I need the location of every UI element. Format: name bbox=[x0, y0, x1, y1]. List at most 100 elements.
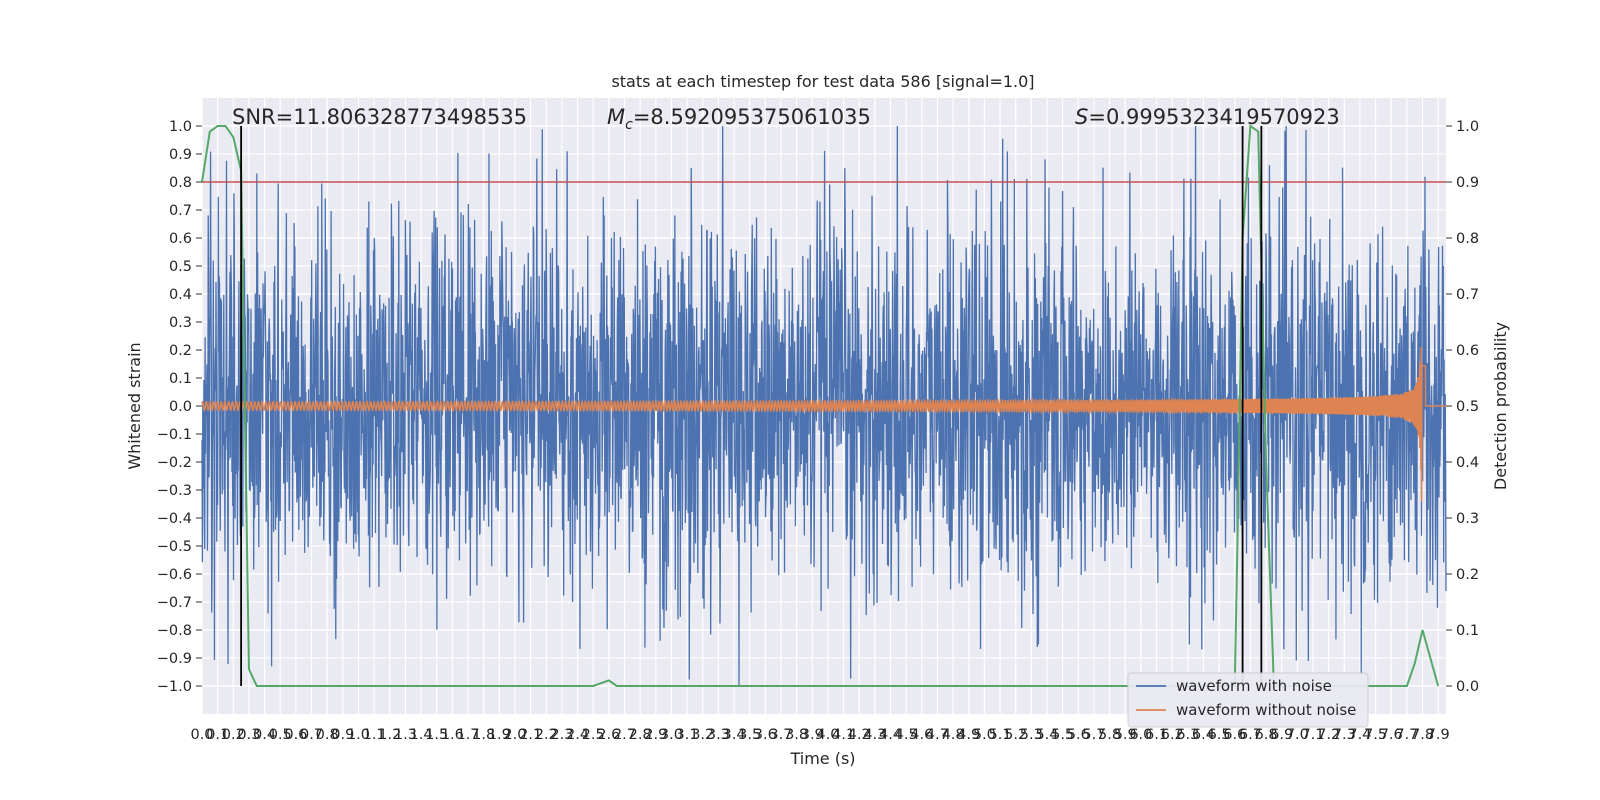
chart-title: stats at each timestep for test data 586… bbox=[611, 72, 1034, 91]
snr-annotation: SNR=11.806328773498535 bbox=[232, 105, 527, 129]
x-tick-label-35: 3.5 bbox=[738, 727, 761, 743]
x-tick-label-9: 0.9 bbox=[331, 727, 354, 743]
y-tick-label-16: 0.6 bbox=[169, 231, 192, 247]
y2-tick-label-7: 0.7 bbox=[1456, 287, 1479, 303]
y2-tick-label-2: 0.2 bbox=[1456, 567, 1479, 583]
x-tick-label-15: 1.5 bbox=[425, 727, 448, 743]
x-tick-label-10: 1.0 bbox=[347, 727, 370, 743]
x-tick-label-17: 1.7 bbox=[456, 727, 479, 743]
x-tick-label-23: 2.3 bbox=[550, 727, 573, 743]
x-tick-label-24: 2.4 bbox=[566, 727, 589, 743]
x-tick-label-25: 2.5 bbox=[582, 727, 605, 743]
score-annotation: S=0.9995323419570923 bbox=[1075, 105, 1340, 129]
x-tick-label-21: 2.1 bbox=[519, 727, 542, 743]
y-tick-label-5: −0.5 bbox=[157, 539, 192, 555]
x-tick-label-49: 4.9 bbox=[957, 727, 980, 743]
chirp-mass-annotation: Mc=8.592095375061035 bbox=[607, 105, 871, 133]
y-tick-label-12: 0.2 bbox=[169, 343, 192, 359]
x-tick-label-32: 3.2 bbox=[691, 727, 714, 743]
y2-tick-label-5: 0.5 bbox=[1456, 399, 1479, 415]
y-tick-label-19: 0.9 bbox=[169, 147, 192, 163]
y-tick-label-3: −0.7 bbox=[157, 595, 192, 611]
x-tick-label-59: 5.9 bbox=[1114, 727, 1137, 743]
y-tick-label-9: −0.1 bbox=[157, 427, 192, 443]
y2-tick-label-8: 0.8 bbox=[1456, 231, 1479, 247]
y-tick-label-14: 0.4 bbox=[169, 287, 192, 303]
y-tick-label-0: −1.0 bbox=[157, 679, 192, 695]
x-tick-label-12: 1.2 bbox=[378, 727, 401, 743]
x-tick-label-52: 5.2 bbox=[1004, 727, 1027, 743]
y-tick-label-17: 0.7 bbox=[169, 203, 192, 219]
y-axis-label: Whitened strain bbox=[125, 342, 144, 469]
x-tick-label-41: 4.1 bbox=[832, 727, 855, 743]
x-tick-label-62: 6.2 bbox=[1161, 727, 1184, 743]
x-tick-label-65: 6.5 bbox=[1208, 727, 1231, 743]
x-tick-label-27: 2.7 bbox=[613, 727, 636, 743]
x-tick-label-42: 4.2 bbox=[848, 727, 871, 743]
x-tick-label-5: 0.5 bbox=[269, 727, 292, 743]
x-tick-label-57: 5.7 bbox=[1082, 727, 1105, 743]
vertical-markers bbox=[240, 126, 1263, 686]
x-tick-label-53: 5.3 bbox=[1020, 727, 1043, 743]
y-tick-label-10: 0.0 bbox=[169, 399, 192, 415]
y-tick-label-7: −0.3 bbox=[157, 483, 192, 499]
x-tick-label-73: 7.3 bbox=[1333, 727, 1356, 743]
x-tick-label-19: 1.9 bbox=[488, 727, 511, 743]
y2-tick-label-0: 0.0 bbox=[1456, 679, 1479, 695]
x-tick-label-67: 6.7 bbox=[1239, 727, 1262, 743]
x-tick-label-56: 5.6 bbox=[1067, 727, 1090, 743]
legend-box bbox=[1127, 672, 1369, 728]
x-tick-label-16: 1.6 bbox=[441, 727, 464, 743]
y-tick-label-4: −0.6 bbox=[157, 567, 192, 583]
legend: waveform with noise waveform without noi… bbox=[1127, 672, 1369, 728]
x-tick-label-31: 3.1 bbox=[676, 727, 699, 743]
x-tick-label-37: 3.7 bbox=[769, 727, 792, 743]
x-tick-label-11: 1.1 bbox=[363, 727, 386, 743]
x-tick-label-61: 6.1 bbox=[1145, 727, 1168, 743]
x-tick-label-36: 3.6 bbox=[754, 727, 777, 743]
y2-tick-label-4: 0.4 bbox=[1456, 455, 1479, 471]
x-tick-label-26: 2.6 bbox=[597, 727, 620, 743]
score-value: =0.9995323419570923 bbox=[1088, 105, 1339, 129]
x-tick-label-18: 1.8 bbox=[472, 727, 495, 743]
y2-tick-label-6: 0.6 bbox=[1456, 343, 1479, 359]
x-tick-label-33: 3.3 bbox=[707, 727, 730, 743]
x-tick-label-39: 3.9 bbox=[801, 727, 824, 743]
x-tick-label-54: 5.4 bbox=[1035, 727, 1058, 743]
y2-axis-label: Detection probability bbox=[1491, 322, 1510, 490]
x-tick-label-6: 0.6 bbox=[284, 727, 307, 743]
x-tick-label-3: 0.3 bbox=[237, 727, 260, 743]
x-tick-label-4: 0.4 bbox=[253, 727, 276, 743]
x-tick-label-74: 7.4 bbox=[1348, 727, 1371, 743]
x-tick-label-70: 7.0 bbox=[1286, 727, 1309, 743]
x-tick-label-75: 7.5 bbox=[1364, 727, 1387, 743]
x-tick-label-72: 7.2 bbox=[1317, 727, 1340, 743]
x-tick-label-50: 5.0 bbox=[973, 727, 996, 743]
x-tick-label-14: 1.4 bbox=[410, 727, 433, 743]
x-tick-label-71: 7.1 bbox=[1301, 727, 1324, 743]
x-tick-label-66: 6.6 bbox=[1223, 727, 1246, 743]
y-tick-label-6: −0.4 bbox=[157, 511, 192, 527]
x-tick-label-7: 0.7 bbox=[300, 727, 323, 743]
x-tick-label-51: 5.1 bbox=[989, 727, 1012, 743]
y-tick-label-2: −0.8 bbox=[157, 623, 192, 639]
x-tick-label-45: 4.5 bbox=[895, 727, 918, 743]
y-tick-label-13: 0.3 bbox=[169, 315, 192, 331]
score-symbol: S bbox=[1075, 105, 1088, 129]
y-tick-label-8: −0.2 bbox=[157, 455, 192, 471]
x-tick-label-29: 2.9 bbox=[644, 727, 667, 743]
chirp-mass-value: =8.592095375061035 bbox=[633, 105, 871, 129]
x-tick-label-2: 0.2 bbox=[222, 727, 245, 743]
x-tick-label-60: 6.0 bbox=[1129, 727, 1152, 743]
x-tick-label-58: 5.8 bbox=[1098, 727, 1121, 743]
x-tick-label-78: 7.8 bbox=[1411, 727, 1434, 743]
y2-tick-label-9: 0.9 bbox=[1456, 175, 1479, 191]
y-tick-label-1: −0.9 bbox=[157, 651, 192, 667]
x-tick-label-48: 4.8 bbox=[942, 727, 965, 743]
x-tick-label-0: 0.0 bbox=[190, 727, 213, 743]
x-tick-label-68: 6.8 bbox=[1255, 727, 1278, 743]
chirp-mass-symbol: M bbox=[607, 105, 625, 129]
x-tick-label-13: 1.3 bbox=[394, 727, 417, 743]
y-tick-label-18: 0.8 bbox=[169, 175, 192, 191]
x-tick-label-22: 2.2 bbox=[535, 727, 558, 743]
